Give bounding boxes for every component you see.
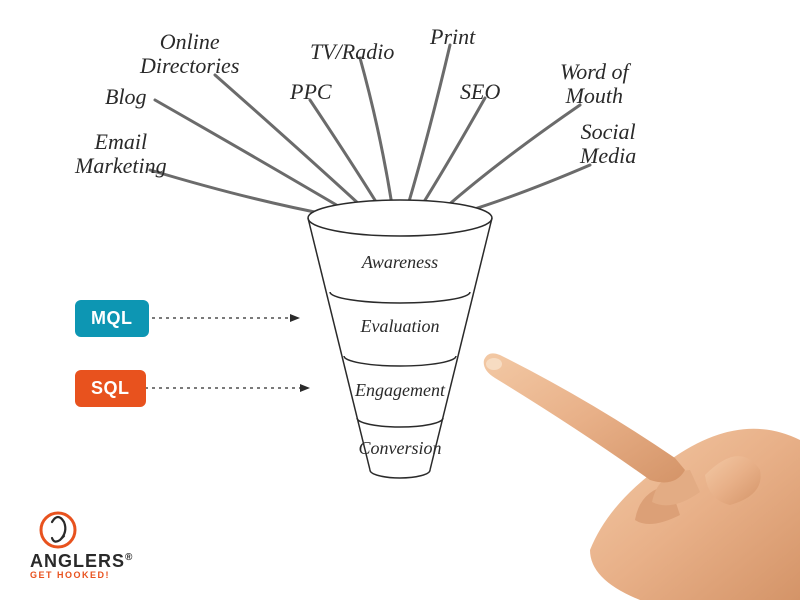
brand-logo: ANGLERS® GET HOOKED! <box>30 551 133 580</box>
source-label: Word of Mouth <box>560 60 629 108</box>
source-label: PPC <box>290 80 332 104</box>
source-label: Email Marketing <box>75 130 167 178</box>
brand-name: ANGLERS <box>30 551 125 571</box>
funnel-stage-label: Awareness <box>320 252 480 273</box>
source-label: Print <box>430 25 475 49</box>
source-label: Blog <box>105 85 147 109</box>
diagram-canvas: Email Marketing Blog Online Directories PPC… <box>0 0 800 600</box>
source-label: Social Media <box>580 120 636 168</box>
source-label: Online Directories <box>140 30 239 78</box>
source-label: SEO <box>460 80 500 104</box>
pointing-hand <box>440 320 800 600</box>
lead-stage-badge: SQL <box>75 370 146 407</box>
source-label: TV/Radio <box>310 40 394 64</box>
registered-mark: ® <box>125 552 133 563</box>
lead-stage-badge: MQL <box>75 300 149 337</box>
